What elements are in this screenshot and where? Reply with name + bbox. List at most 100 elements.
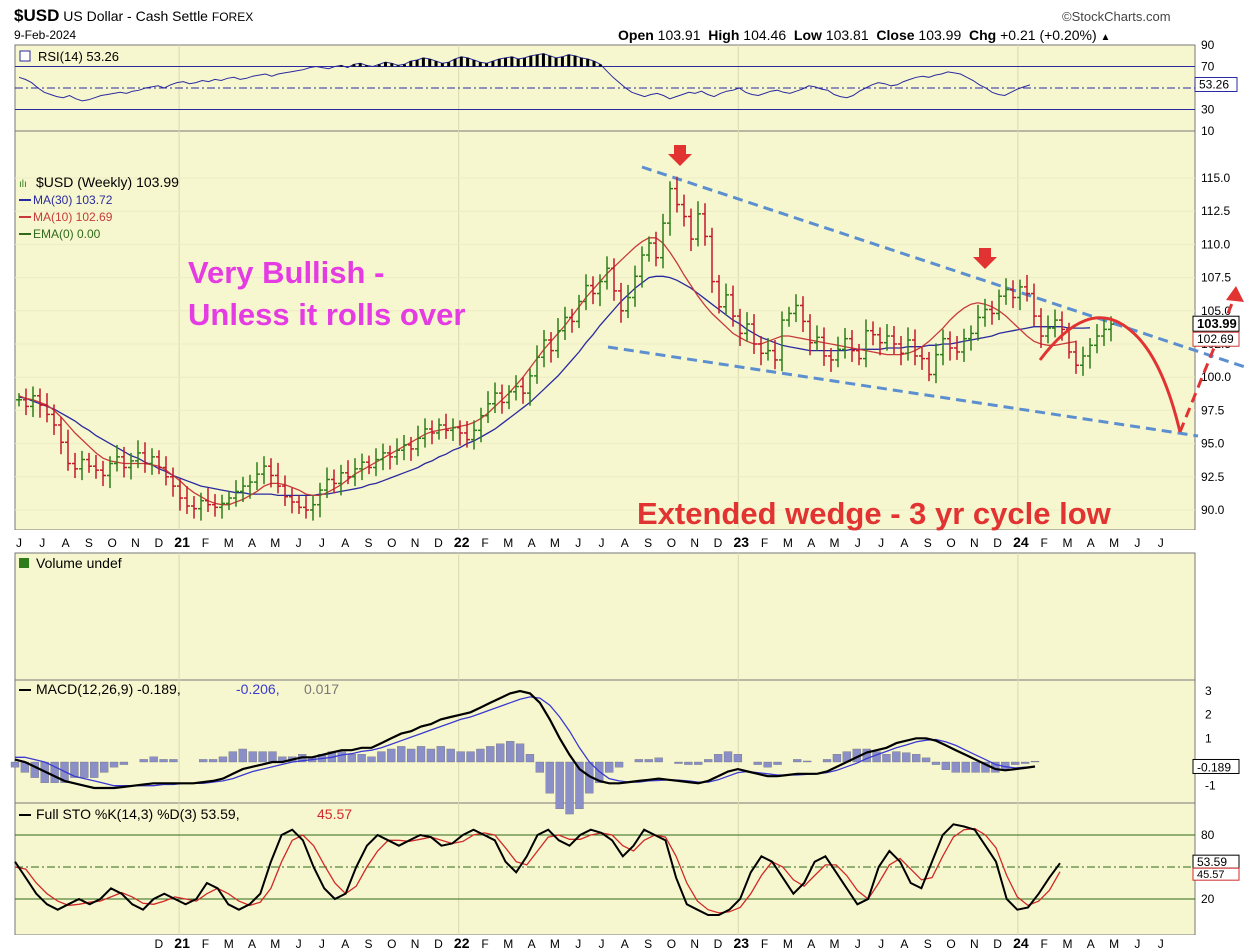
macd-histogram-bar <box>159 759 168 763</box>
macd-histogram-bar <box>753 761 762 765</box>
x-tick-label: O <box>667 536 676 550</box>
price-bar <box>695 201 701 247</box>
bottom-x-tick-label: M <box>270 937 280 951</box>
macd-histogram-bar <box>268 751 277 763</box>
price-bar <box>562 306 568 341</box>
x-tick-label: D <box>714 536 723 550</box>
price-bar <box>751 314 757 354</box>
price-bar <box>275 462 281 494</box>
sto-legend-d: 45.57 <box>317 806 352 822</box>
price-bar <box>1017 279 1023 311</box>
sto-k-line <box>14 823 1061 916</box>
x-tick-label: D <box>154 536 163 550</box>
price-y-tick: 107.5 <box>1201 271 1231 285</box>
macd-histogram-bar <box>614 761 624 768</box>
macd-histogram-bar <box>377 751 386 763</box>
low-label: Low <box>793 27 822 43</box>
price-bar <box>268 458 274 488</box>
x-axis-strip <box>0 530 1260 552</box>
x-tick-label: M <box>1063 536 1073 550</box>
price-bar <box>254 462 260 491</box>
price-bar <box>492 382 498 414</box>
price-bar <box>296 495 302 514</box>
x-tick-label: A <box>900 536 908 550</box>
rsi-y-tick: 90 <box>1201 38 1215 52</box>
price-bar <box>555 318 561 358</box>
price-bar <box>926 351 932 382</box>
close-value-box <box>1192 315 1240 332</box>
chart-date: 9-Feb-2024 <box>14 28 77 42</box>
macd-histogram-bar <box>1020 761 1030 764</box>
bottom-x-tick-label: D <box>714 937 723 951</box>
macd-histogram-bar <box>704 759 713 763</box>
price-bar <box>170 467 176 497</box>
x-tick-label: J <box>599 536 605 550</box>
price-bar <box>933 343 939 384</box>
macd-line <box>14 689 1036 790</box>
macd-histogram-bar <box>416 746 426 763</box>
bottom-x-tick-label: 22 <box>454 935 470 951</box>
bottom-x-tick-label: M <box>830 937 840 951</box>
price-bar <box>443 413 449 439</box>
macd-histogram-bar <box>456 751 465 763</box>
price-bar <box>401 434 407 461</box>
price-bar <box>51 404 57 435</box>
high-value: 104.46 <box>743 27 787 43</box>
bottom-x-tick-label: M <box>783 937 793 951</box>
price-bar <box>807 314 813 356</box>
x-tick-label: F <box>1041 536 1048 550</box>
price-bar <box>737 308 743 346</box>
x-tick-label: F <box>761 536 768 550</box>
price-bar <box>30 386 36 418</box>
bottom-x-tick-label: J <box>1134 937 1140 951</box>
x-tick-label: S <box>924 536 932 550</box>
bottom-axis-strip <box>0 935 1260 951</box>
sto-legend: Full STO %K(14,3) %D(3) 53.59, <box>36 806 240 822</box>
macd-histogram-bar <box>228 751 238 763</box>
x-tick-label: O <box>108 536 117 550</box>
x-tick-label: J <box>878 536 884 550</box>
ma10-line <box>18 237 1077 506</box>
macd-histogram-bar <box>90 761 99 778</box>
bottom-x-tick-label: F <box>481 937 488 951</box>
bottom-x-tick-label: J <box>296 937 302 951</box>
bottom-x-tick-label: A <box>900 937 908 951</box>
macd-histogram-bar <box>80 761 89 778</box>
price-bar <box>450 418 456 441</box>
up-triangle-icon: ▲ <box>1100 32 1111 43</box>
rsi-legend: RSI(14) 53.26 <box>38 49 119 64</box>
price-y-tick: 115.0 <box>1201 171 1230 185</box>
x-tick-label: 21 <box>174 534 190 550</box>
price-bar <box>429 420 435 445</box>
price-bar <box>583 274 589 311</box>
low-value: 103.81 <box>825 27 869 43</box>
symbol: $USD <box>14 6 60 25</box>
price-bar <box>219 494 225 519</box>
wedge-upper-line <box>641 165 1246 369</box>
price-bar <box>835 336 841 368</box>
price-bar <box>352 458 358 487</box>
price-bar <box>93 454 99 479</box>
price-bar <box>324 467 330 499</box>
bottom-x-tick-label: O <box>946 937 955 951</box>
macd-histogram-bar <box>466 751 475 763</box>
projection-curve <box>1038 316 1182 433</box>
price-bar <box>653 231 659 267</box>
price-bar <box>765 338 771 361</box>
macd-histogram-bar <box>446 748 455 763</box>
price-bar <box>709 227 715 293</box>
x-tick-label: M <box>270 536 280 550</box>
down-arrow-icon <box>668 145 692 166</box>
macd-histogram-bar <box>426 748 436 763</box>
bottom-x-tick-label: A <box>1087 937 1095 951</box>
price-bar <box>625 284 631 319</box>
macd-legend-signal: -0.206, <box>236 681 280 697</box>
bottom-x-tick-label: J <box>1158 937 1164 951</box>
x-tick-label: M <box>503 536 513 550</box>
price-bar <box>527 368 533 406</box>
volume-legend: Volume undef <box>36 555 122 571</box>
macd-histogram-bar <box>70 761 79 778</box>
macd-histogram-bar <box>773 761 782 765</box>
x-tick-label: N <box>690 536 699 550</box>
